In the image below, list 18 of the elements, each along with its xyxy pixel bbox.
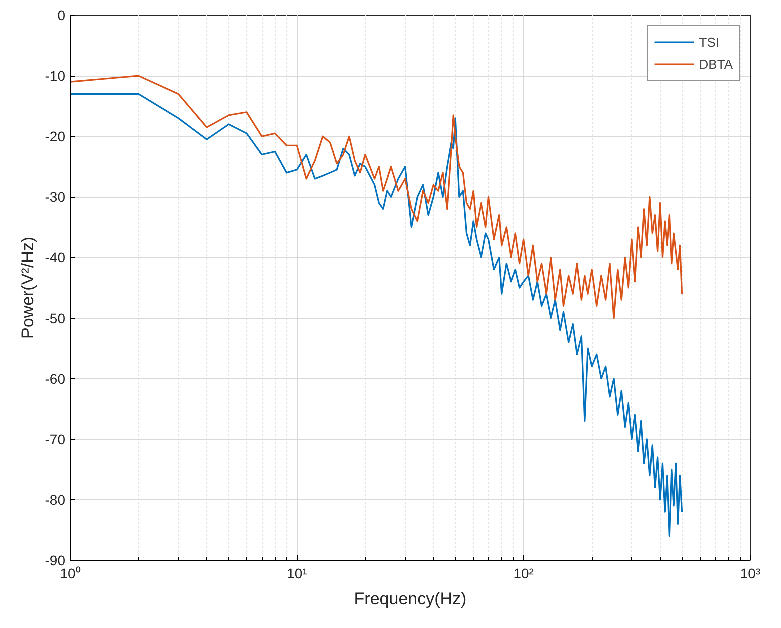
y-tick-label: -80 xyxy=(45,492,66,508)
y-tick-label: -90 xyxy=(45,552,66,568)
y-tick-label: -60 xyxy=(45,370,66,387)
legend-label: DBTA xyxy=(699,56,733,72)
x-tick-label: 10² xyxy=(514,566,534,582)
y-axis-title: Power(V²/Hz) xyxy=(18,236,38,340)
y-tick-label: -70 xyxy=(45,431,66,448)
y-tick-label: -30 xyxy=(45,189,66,206)
y-tick-label: 0 xyxy=(58,8,66,24)
x-axis-title: Frequency(Hz) xyxy=(354,590,467,608)
legend-label: TSI xyxy=(699,34,720,50)
y-tick-label: -10 xyxy=(45,68,66,84)
x-tick-label: 10¹ xyxy=(287,566,308,582)
y-tick-label: -20 xyxy=(45,128,66,145)
x-tick-label: 10⁰ xyxy=(60,566,81,582)
x-tick-label: 10³ xyxy=(740,566,761,582)
y-tick-label: -40 xyxy=(45,250,66,266)
y-tick-label: -50 xyxy=(45,310,66,326)
